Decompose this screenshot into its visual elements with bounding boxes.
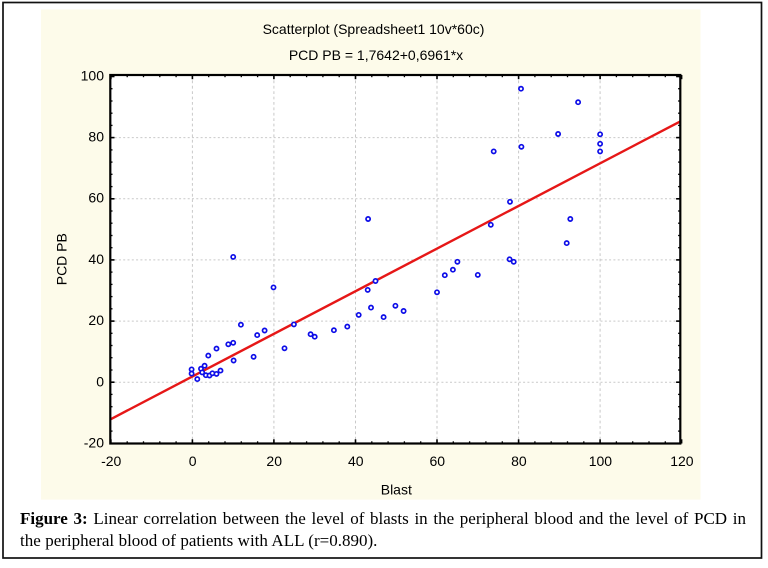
- svg-text:Scatterplot (Spreadsheet1 10v*: Scatterplot (Spreadsheet1 10v*60c): [263, 21, 485, 37]
- svg-text:Blast: Blast: [381, 481, 412, 497]
- svg-text:0: 0: [96, 373, 104, 389]
- svg-text:PCD PB: PCD PB: [53, 233, 69, 285]
- svg-text:-20: -20: [84, 435, 104, 451]
- svg-text:0: 0: [189, 453, 197, 469]
- svg-text:40: 40: [348, 453, 364, 469]
- svg-text:-20: -20: [101, 453, 121, 469]
- svg-text:20: 20: [266, 453, 282, 469]
- svg-text:100: 100: [81, 67, 105, 83]
- svg-text:PCD PB = 1,7642+0,6961*x: PCD PB = 1,7642+0,6961*x: [289, 47, 463, 63]
- svg-text:60: 60: [430, 453, 446, 469]
- svg-text:100: 100: [589, 453, 613, 469]
- svg-text:60: 60: [88, 190, 104, 206]
- svg-text:80: 80: [511, 453, 527, 469]
- svg-text:20: 20: [88, 312, 104, 328]
- svg-text:80: 80: [88, 129, 104, 145]
- svg-text:120: 120: [670, 453, 694, 469]
- svg-text:40: 40: [88, 251, 104, 267]
